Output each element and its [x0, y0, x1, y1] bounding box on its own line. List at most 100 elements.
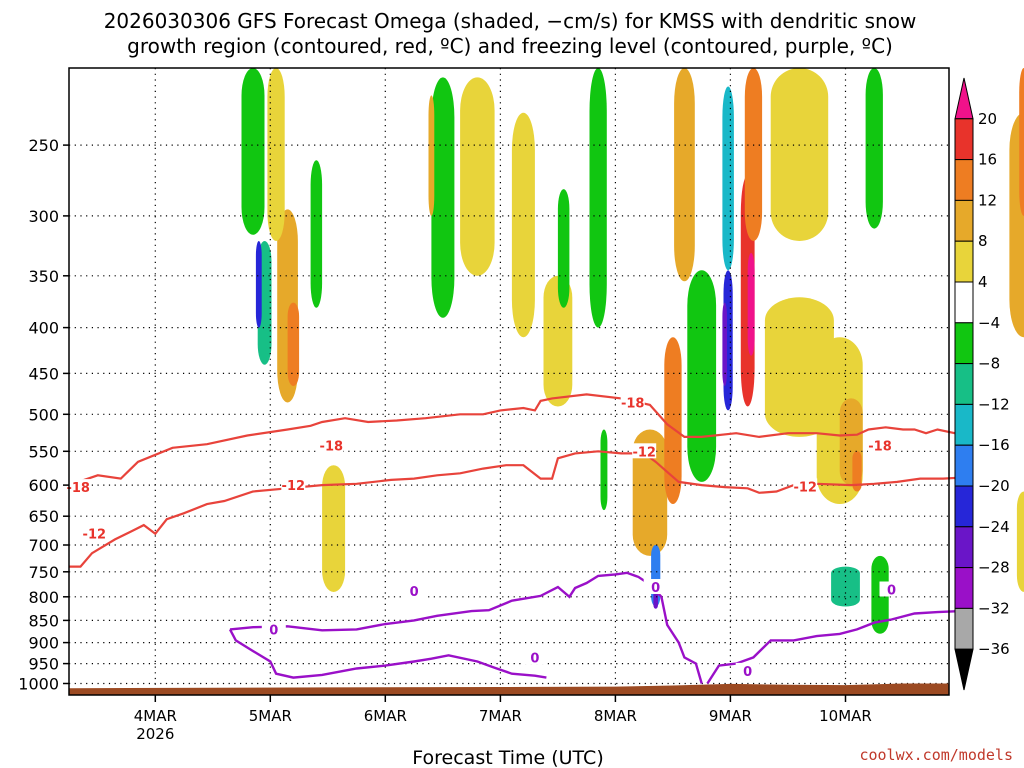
colorbar: 20 16 12 8 4 −4 −8 −12 −16 −20 −24 −28 −32 −36: [954, 77, 1010, 691]
omega-cell: [600, 429, 608, 511]
colorbar-label: −32: [978, 599, 1010, 617]
omega-cell: [1016, 491, 1024, 592]
omega-cell: [632, 429, 668, 556]
chart-title-line-2: growth region (contoured, red, ºC) and f…: [127, 34, 893, 58]
omega-cell: [764, 297, 834, 437]
contour-label: 0: [743, 665, 752, 680]
contour-label-bg: [522, 649, 547, 665]
pressure-tick-label: 550: [28, 442, 59, 461]
colorbar-swatch: [954, 159, 974, 201]
colorbar-swatch: [954, 199, 974, 242]
time-tick-label: 6MAR: [364, 707, 407, 725]
contour-label: 0: [530, 651, 539, 666]
omega-cell: [722, 302, 727, 387]
time-tick-label: 5MAR: [249, 707, 292, 725]
omega-cell: [460, 77, 495, 276]
omega-cell: [747, 252, 755, 356]
colorbar-label: −28: [978, 559, 1010, 577]
contour-label: 0: [269, 623, 278, 638]
colorbar-top-arrow: [954, 77, 974, 120]
omega-cell: [287, 302, 300, 387]
contour-layer: -18 -18 -18 -18 -12 -12 -12 -12 0 0 0 0 0 0: [66, 393, 967, 685]
dgz-contour--18: [68, 393, 967, 487]
time-tick-label: 10MAR: [819, 707, 872, 725]
omega-cell: [687, 270, 717, 482]
omega-cell: [428, 95, 435, 216]
x-axis-label: Forecast Time (UTC): [412, 747, 603, 768]
contour-label-bg: [82, 525, 107, 541]
colorbar-swatch: [954, 118, 974, 161]
colorbar-swatch: [954, 403, 974, 446]
colorbar-label: 16: [978, 151, 997, 169]
freezing-level-contour: [228, 628, 547, 679]
pressure-tick-label: 800: [28, 588, 59, 607]
contour-label: -12: [793, 480, 817, 495]
pressure-tick-label: 400: [28, 319, 59, 338]
colorbar-swatch: [954, 281, 974, 324]
credit-text: coolwx.com/models: [859, 746, 1013, 764]
pressure-tick-label: 600: [28, 476, 59, 495]
contour-label-bg: [868, 437, 892, 453]
dgz-contour--12: [69, 450, 967, 568]
colorbar-label: 20: [978, 110, 997, 128]
contour-label: -18: [66, 481, 90, 496]
plot-area: -18 -18 -18 -18 -12 -12 -12 -12 0 0 0 0 0 0: [66, 67, 1024, 696]
contour-label: 0: [410, 585, 419, 600]
pressure-tick-label: 700: [28, 536, 59, 555]
pressure-tick-label: 1000: [18, 675, 59, 694]
colorbar-swatch: [954, 526, 974, 569]
colorbar-label: −36: [978, 640, 1010, 658]
pressure-tick-label: 250: [28, 136, 59, 155]
contour-label-bg: [281, 477, 306, 493]
colorbar-swatch: [954, 567, 974, 609]
colorbar-bottom-arrow: [954, 648, 974, 691]
pressure-tick-label: 900: [28, 634, 59, 653]
colorbar-swatch: [954, 363, 974, 405]
colorbar-label: 12: [978, 191, 997, 209]
colorbar-label: −12: [978, 395, 1010, 413]
omega-cell: [511, 112, 535, 338]
omega-cell: [744, 68, 763, 241]
omega-cell: [589, 68, 607, 328]
omega-cell: [831, 566, 860, 607]
contour-label: 0: [887, 584, 896, 599]
colorbar-label: −16: [978, 436, 1010, 454]
contour-label-bg: [735, 662, 760, 678]
pressure-tick-label: 350: [28, 267, 59, 286]
omega-cell: [664, 337, 682, 504]
contour-label-bg: [319, 437, 344, 453]
pressure-tick-label: 650: [28, 507, 59, 526]
omega-cell: [674, 68, 695, 282]
omega-cell: [557, 189, 570, 308]
plot-frame: [68, 67, 950, 696]
pressure-tick-label: 500: [28, 405, 59, 424]
contour-label-bg: [261, 621, 286, 637]
omega-cell: [770, 68, 829, 241]
omega-cell: [865, 68, 883, 229]
colorbar-swatch: [954, 607, 974, 650]
ground-terrain: [69, 683, 949, 695]
colorbar-swatch: [954, 444, 974, 487]
pressure-tick-label: 300: [28, 207, 59, 226]
colorbar-label: −20: [978, 477, 1010, 495]
colorbar-label: −4: [978, 314, 1000, 332]
freezing-level-contour: [229, 571, 703, 684]
year-tick-label: 2026: [136, 725, 174, 743]
colorbar-label: −8: [978, 355, 1000, 373]
contour-label: -12: [282, 479, 306, 494]
time-tick-label: 7MAR: [479, 707, 522, 725]
colorbar-label: −24: [978, 518, 1010, 536]
omega-cell: [431, 77, 455, 318]
colorbar-swatch: [954, 240, 974, 283]
contour-label-bg: [793, 478, 818, 494]
contour-label-bg: [879, 581, 904, 597]
pressure-tick-label: 450: [28, 364, 59, 383]
omega-cell: [255, 241, 262, 328]
colorbar-label: 4: [978, 273, 988, 291]
contour-label-bg: [402, 583, 427, 598]
contour-label: -18: [868, 440, 892, 455]
pressure-tick-label: 950: [28, 655, 59, 674]
contour-label: -12: [632, 445, 656, 460]
